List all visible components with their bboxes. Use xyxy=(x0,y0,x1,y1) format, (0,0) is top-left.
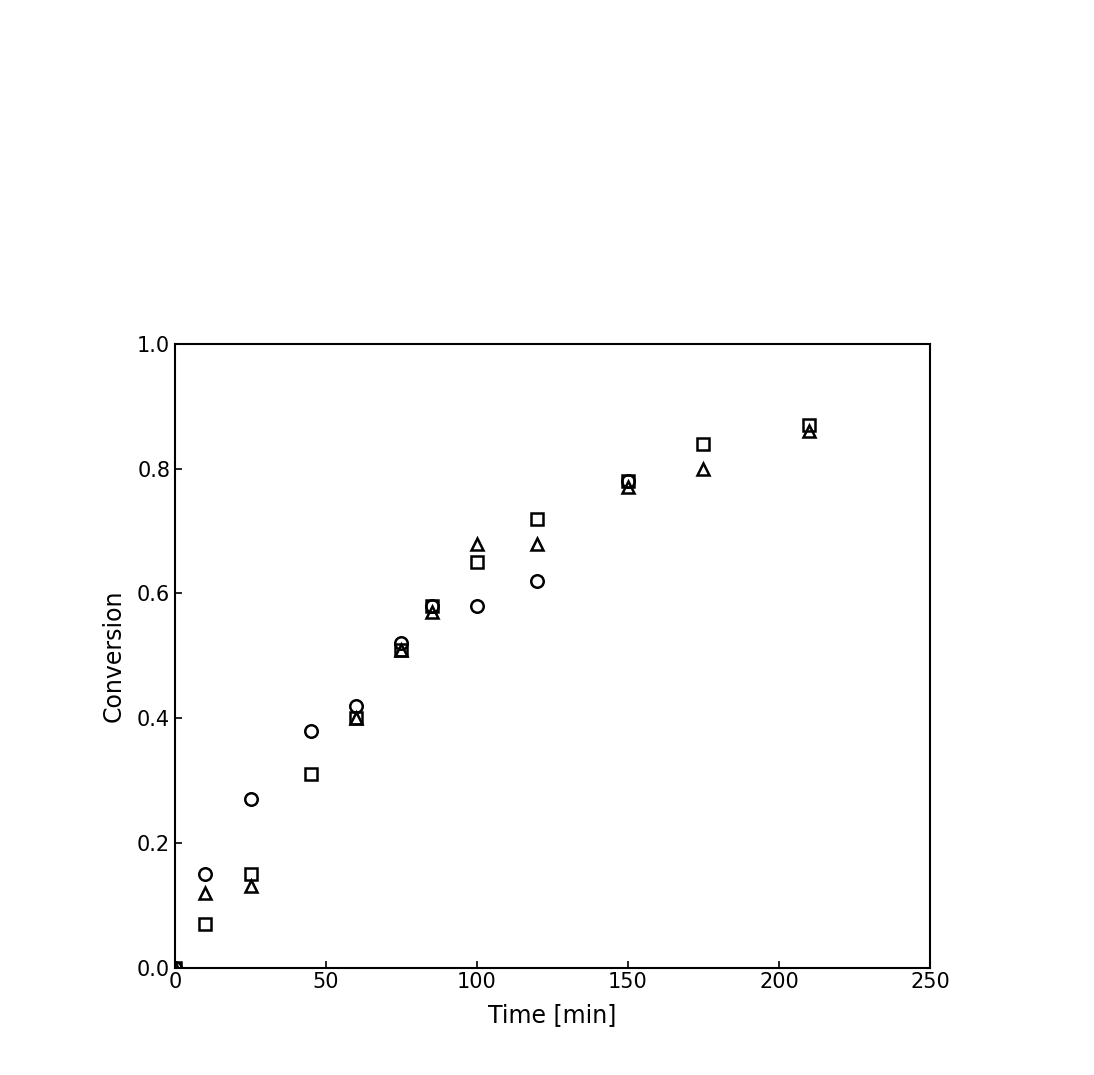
Y-axis label: Conversion: Conversion xyxy=(102,589,126,722)
X-axis label: Time [min]: Time [min] xyxy=(488,1003,617,1028)
